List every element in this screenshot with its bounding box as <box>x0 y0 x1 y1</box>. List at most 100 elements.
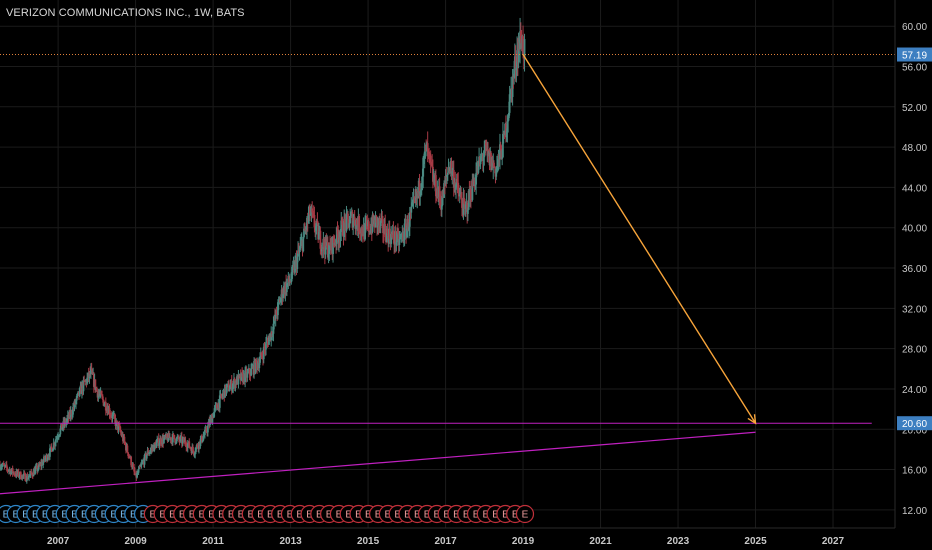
event-marker-label: E <box>140 510 147 521</box>
candle-body <box>408 226 410 231</box>
candle-body <box>302 236 305 252</box>
candle-body <box>471 179 474 200</box>
candle-body <box>0 466 3 468</box>
candle-body <box>119 425 121 431</box>
candle-body <box>271 333 274 335</box>
projection-arrow-line[interactable] <box>522 54 757 424</box>
candle-body <box>505 131 508 138</box>
candle-body <box>324 237 327 255</box>
candle-body <box>317 222 320 240</box>
candle-body <box>351 212 354 228</box>
candle-body <box>420 189 422 192</box>
candle-body <box>506 121 509 132</box>
event-marker-label: E <box>296 510 303 521</box>
candle-body <box>157 437 160 446</box>
candle-body <box>332 237 334 255</box>
x-tick-label: 2021 <box>589 536 612 547</box>
candle-body <box>398 239 401 246</box>
candle-body <box>374 215 377 228</box>
candle-body <box>58 434 61 436</box>
candle-body <box>349 216 352 224</box>
candle-body <box>226 384 229 388</box>
candle-body <box>139 465 142 467</box>
candle-body <box>241 372 244 374</box>
x-tick-label: 2011 <box>202 536 224 547</box>
event-marker-label: E <box>502 510 509 521</box>
candle-body <box>160 438 162 445</box>
candle-body <box>177 436 180 440</box>
candle-body <box>250 368 252 376</box>
event-marker-label: E <box>463 510 470 521</box>
candle-body <box>221 396 223 398</box>
x-tick-label: 2013 <box>279 536 302 547</box>
event-marker-label: E <box>287 510 294 521</box>
candle-body <box>218 395 221 408</box>
candle-body <box>434 175 437 197</box>
candle-body <box>522 36 524 54</box>
candle-body <box>176 437 179 439</box>
drawing-overlays[interactable] <box>0 54 895 495</box>
y-tick-label: 60.00 <box>902 22 927 33</box>
candle-body <box>57 435 60 437</box>
candle-body <box>188 441 191 448</box>
candle-body <box>165 434 168 438</box>
candle-body <box>428 151 431 154</box>
candle-body <box>26 475 29 480</box>
candle-body <box>227 383 230 392</box>
candle-body <box>427 150 430 152</box>
candle-body <box>266 340 269 342</box>
candle-body <box>8 470 10 472</box>
candle-body <box>325 237 328 246</box>
candle-body <box>88 371 91 378</box>
candle-body <box>27 477 30 480</box>
candle-body <box>263 346 266 349</box>
price-tag-bg <box>897 47 932 62</box>
candle-body <box>127 452 130 457</box>
candle-body <box>206 425 209 433</box>
candle-body <box>36 465 39 471</box>
candle-body <box>271 331 273 335</box>
candle-body <box>30 471 33 474</box>
time-axis[interactable]: 2007 2009 2011 2013 2015 2017 2019 2021 2023 2025… <box>47 536 845 547</box>
candle-body <box>116 420 118 422</box>
candle-body <box>285 283 288 293</box>
candle-body <box>133 466 136 472</box>
candle-body <box>509 89 512 95</box>
candle-body <box>28 476 30 478</box>
candle-body <box>86 377 89 384</box>
event-marker-label: E <box>199 510 206 521</box>
support-trendline[interactable] <box>0 431 756 495</box>
candle-body <box>186 443 189 449</box>
candle-body <box>445 176 448 178</box>
candle-body <box>192 451 195 455</box>
candle-body <box>311 208 314 213</box>
candle-body <box>402 233 404 240</box>
event-marker-label: E <box>238 510 245 521</box>
candle-body <box>52 449 54 452</box>
candle-body <box>499 144 502 149</box>
candle-body <box>109 414 112 416</box>
candle-body <box>7 469 10 471</box>
candle-body <box>379 221 382 227</box>
candle-body <box>54 439 57 443</box>
candle-body <box>254 359 257 373</box>
candle-body <box>261 355 264 357</box>
candle-body <box>195 447 197 452</box>
candle-body <box>291 266 294 267</box>
candle-body <box>402 239 405 241</box>
event-marker[interactable]: E <box>515 504 535 524</box>
candle-body <box>475 173 478 185</box>
price-axis[interactable]: 12.00 16.00 20.00 24.00 28.00 32.00 36.00 40.00… <box>902 22 927 517</box>
event-marker-label: E <box>101 510 108 521</box>
candle-body <box>72 406 75 408</box>
projection-arrow-head <box>747 414 757 425</box>
candle-body <box>158 443 161 446</box>
candle-body <box>181 439 184 444</box>
event-marker-label: E <box>81 510 88 521</box>
candle-body <box>431 164 434 167</box>
candle-body <box>446 175 448 177</box>
candle-body <box>457 182 460 192</box>
candle-body <box>117 424 120 430</box>
